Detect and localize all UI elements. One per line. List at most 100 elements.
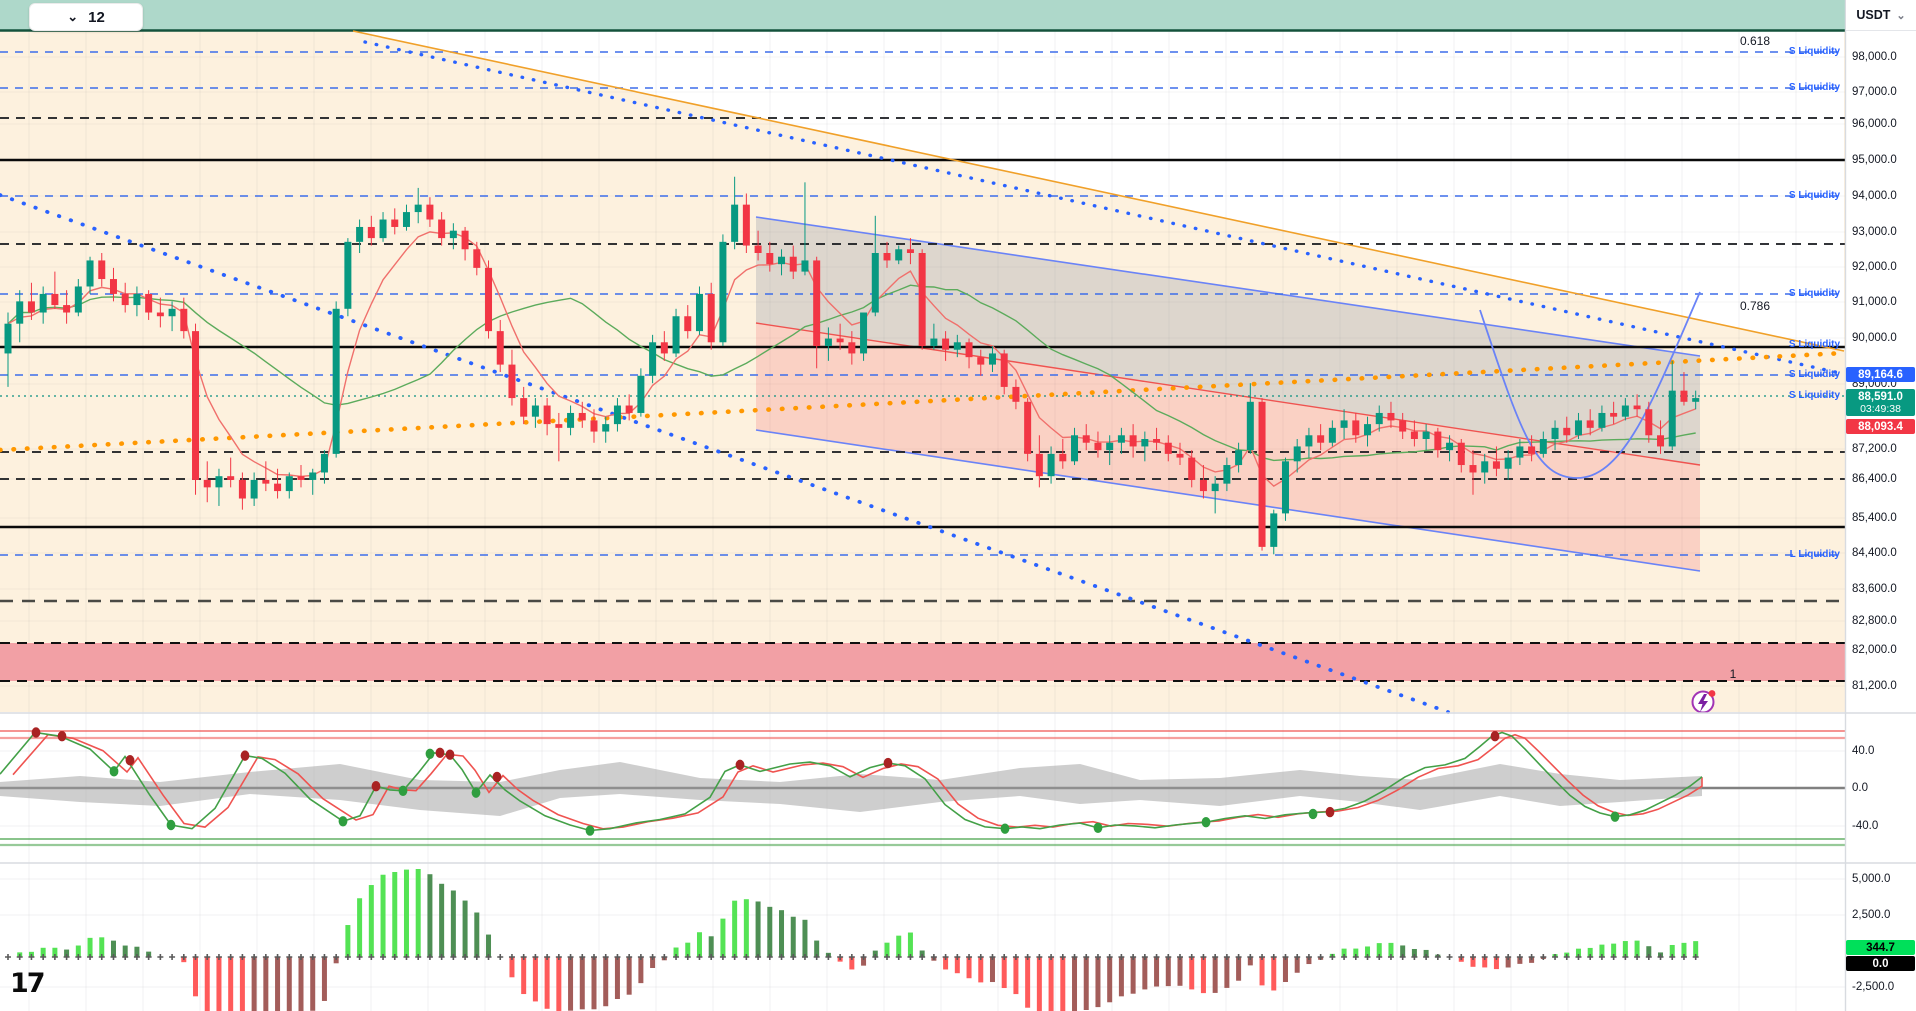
candle[interactable] bbox=[848, 331, 856, 365]
candle[interactable] bbox=[742, 193, 750, 253]
candle[interactable] bbox=[438, 212, 446, 246]
candle[interactable] bbox=[16, 290, 24, 343]
candle[interactable] bbox=[449, 223, 457, 250]
candle[interactable] bbox=[508, 349, 516, 406]
candle[interactable] bbox=[1188, 450, 1196, 488]
candle[interactable] bbox=[1481, 453, 1489, 484]
candle[interactable] bbox=[590, 409, 598, 443]
candle[interactable] bbox=[613, 398, 621, 432]
candle[interactable] bbox=[1117, 427, 1125, 454]
candle[interactable] bbox=[1176, 442, 1184, 466]
candle[interactable] bbox=[461, 226, 469, 261]
candle[interactable] bbox=[836, 323, 844, 350]
candle[interactable] bbox=[332, 301, 340, 458]
candle[interactable] bbox=[1574, 412, 1582, 439]
candle[interactable] bbox=[578, 401, 586, 428]
candle[interactable] bbox=[1153, 427, 1161, 451]
candle[interactable] bbox=[801, 182, 809, 276]
candle[interactable] bbox=[1199, 465, 1207, 499]
candle[interactable] bbox=[1516, 439, 1524, 466]
candle[interactable] bbox=[660, 331, 668, 361]
candle[interactable] bbox=[145, 290, 153, 320]
candle[interactable] bbox=[4, 312, 12, 387]
candle[interactable] bbox=[1539, 431, 1547, 458]
candle[interactable] bbox=[1610, 401, 1618, 425]
candle[interactable] bbox=[1223, 457, 1231, 492]
candle[interactable] bbox=[168, 301, 176, 332]
candle[interactable] bbox=[625, 394, 633, 421]
candle[interactable] bbox=[1328, 420, 1336, 447]
candle[interactable] bbox=[930, 323, 938, 350]
interval-selector-button[interactable]: ⌄ 12 bbox=[29, 3, 143, 31]
candle[interactable] bbox=[824, 327, 832, 361]
tradingview-logo[interactable]: 17 bbox=[10, 968, 46, 999]
candle[interactable] bbox=[320, 450, 328, 484]
candle[interactable] bbox=[1246, 383, 1254, 454]
candle[interactable] bbox=[39, 286, 47, 324]
candle[interactable] bbox=[227, 457, 235, 488]
candle[interactable] bbox=[262, 461, 270, 492]
candle[interactable] bbox=[918, 249, 926, 350]
candle[interactable] bbox=[1059, 439, 1067, 469]
candle[interactable] bbox=[1281, 457, 1289, 521]
candle[interactable] bbox=[695, 286, 703, 335]
candle[interactable] bbox=[402, 204, 410, 231]
candle[interactable] bbox=[672, 308, 680, 358]
candle[interactable] bbox=[180, 297, 188, 339]
candle[interactable] bbox=[1645, 401, 1653, 443]
candle[interactable] bbox=[906, 238, 914, 265]
candle[interactable] bbox=[1270, 509, 1278, 555]
candle[interactable] bbox=[51, 271, 59, 309]
candle[interactable] bbox=[602, 416, 610, 443]
candle[interactable] bbox=[1680, 372, 1688, 406]
candle[interactable] bbox=[356, 219, 364, 253]
candle[interactable] bbox=[555, 412, 563, 462]
candle[interactable] bbox=[238, 472, 246, 510]
candle[interactable] bbox=[485, 260, 493, 339]
candle[interactable] bbox=[63, 290, 71, 324]
candle[interactable] bbox=[1164, 435, 1172, 462]
candle[interactable] bbox=[473, 241, 481, 276]
candle[interactable] bbox=[965, 338, 973, 369]
candle[interactable] bbox=[543, 398, 551, 436]
candle[interactable] bbox=[1375, 405, 1383, 432]
candle[interactable] bbox=[192, 323, 200, 495]
candle[interactable] bbox=[1094, 431, 1102, 458]
candle[interactable] bbox=[988, 346, 996, 373]
candle[interactable] bbox=[813, 256, 821, 369]
candle[interactable] bbox=[414, 187, 422, 224]
candle[interactable] bbox=[1551, 420, 1559, 451]
candle[interactable] bbox=[1387, 401, 1395, 428]
candle[interactable] bbox=[379, 212, 387, 242]
candle[interactable] bbox=[74, 279, 82, 317]
candle[interactable] bbox=[1024, 398, 1032, 462]
candle[interactable] bbox=[1692, 390, 1700, 410]
candle[interactable] bbox=[215, 468, 223, 506]
reaction-lightning-icon[interactable] bbox=[1691, 690, 1716, 714]
candle[interactable] bbox=[285, 472, 293, 499]
candle[interactable] bbox=[684, 305, 692, 339]
candle[interactable] bbox=[1621, 398, 1629, 421]
candle[interactable] bbox=[1082, 424, 1090, 451]
candle[interactable] bbox=[1657, 420, 1665, 454]
candle[interactable] bbox=[766, 241, 774, 272]
candle[interactable] bbox=[1422, 424, 1430, 451]
candle[interactable] bbox=[1340, 409, 1348, 439]
candle[interactable] bbox=[203, 461, 211, 503]
candle[interactable] bbox=[719, 234, 727, 346]
candle[interactable] bbox=[1000, 349, 1008, 395]
candle[interactable] bbox=[27, 282, 35, 320]
candle[interactable] bbox=[1399, 412, 1407, 439]
candle[interactable] bbox=[1457, 439, 1465, 473]
candle[interactable] bbox=[1035, 435, 1043, 488]
candle[interactable] bbox=[1141, 431, 1149, 462]
candle[interactable] bbox=[1258, 398, 1266, 551]
candle[interactable] bbox=[1364, 416, 1372, 447]
candle[interactable] bbox=[1012, 379, 1020, 410]
candle[interactable] bbox=[637, 368, 645, 417]
candle[interactable] bbox=[1305, 427, 1313, 458]
candle[interactable] bbox=[1563, 416, 1571, 443]
candle[interactable] bbox=[297, 465, 305, 488]
candle[interactable] bbox=[250, 472, 258, 506]
